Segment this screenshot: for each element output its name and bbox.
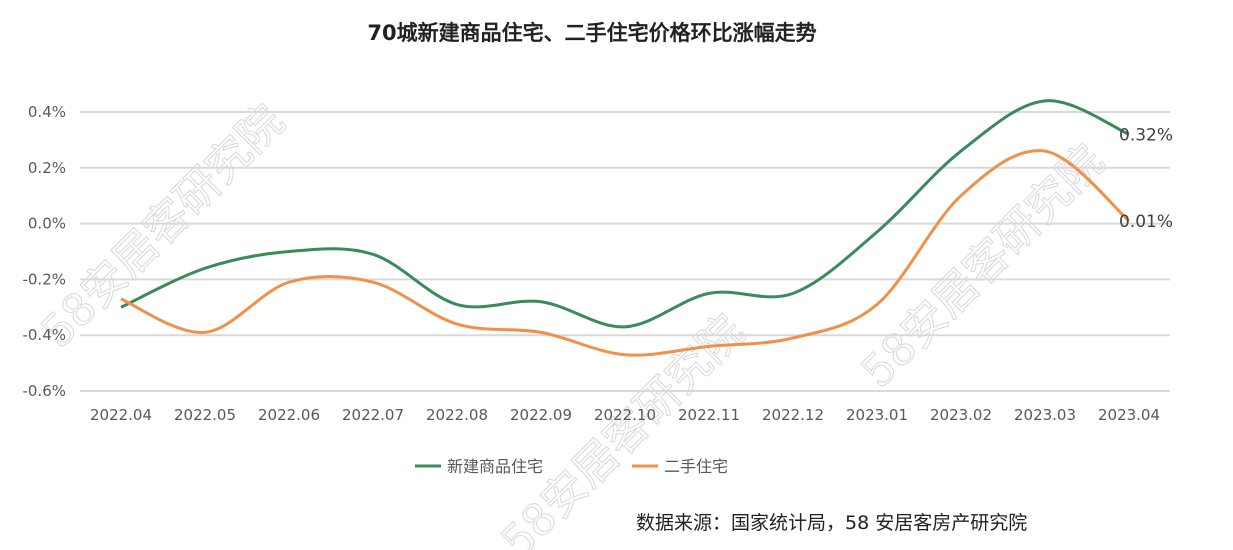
- y-tick-label: 0.2%: [28, 159, 66, 177]
- y-tick-label: -0.4%: [22, 326, 66, 344]
- x-tick-label: 2023.04: [1098, 406, 1160, 424]
- legend-label: 新建商品住宅: [447, 457, 543, 476]
- x-tick-label: 2022.12: [762, 406, 824, 424]
- x-tick-label: 2022.10: [594, 406, 656, 424]
- x-tick-label: 2022.07: [342, 406, 404, 424]
- y-tick-label: 0.4%: [28, 103, 66, 121]
- x-tick-label: 2022.06: [258, 406, 320, 424]
- source-note: 数据来源：国家统计局，58 安居客房产研究院: [636, 512, 1028, 534]
- series-lines: [120, 99, 1130, 357]
- data-labels: 0.32% 0.01%: [1119, 125, 1173, 231]
- gridlines: [80, 111, 1170, 392]
- series-line-0: [120, 99, 1130, 329]
- y-tick-label: -0.6%: [22, 382, 66, 400]
- x-tick-label: 2023.01: [846, 406, 908, 424]
- end-data-label: 0.01%: [1119, 212, 1173, 232]
- end-data-label: 0.32%: [1119, 125, 1173, 145]
- x-tick-label: 2023.03: [1014, 406, 1076, 424]
- chart-title: 70城新建商品住宅、二手住宅价格环比涨幅走势: [367, 21, 816, 45]
- watermark-text: 58安居客研究院: [32, 95, 294, 357]
- x-tick-label: 2022.05: [174, 406, 236, 424]
- x-tick-label: 2022.04: [90, 406, 152, 424]
- watermark-text: 58安居客研究院: [852, 135, 1114, 397]
- x-tick-label: 2023.02: [930, 406, 992, 424]
- x-tick-label: 2022.09: [510, 406, 572, 424]
- series-line-1: [120, 149, 1130, 357]
- legend-label: 二手住宅: [664, 457, 728, 476]
- legend: 新建商品住宅 二手住宅: [415, 457, 728, 476]
- y-tick-label: -0.2%: [22, 270, 66, 288]
- x-tick-label: 2022.08: [426, 406, 488, 424]
- x-tick-label: 2022.11: [678, 406, 740, 424]
- x-axis: 2022.04 2022.05 2022.06 2022.07 2022.08 2022.…: [90, 406, 1160, 424]
- y-tick-label: 0.0%: [28, 215, 66, 233]
- y-axis: 0.4% 0.2% 0.0% -0.2% -0.4% -0.6%: [22, 103, 66, 400]
